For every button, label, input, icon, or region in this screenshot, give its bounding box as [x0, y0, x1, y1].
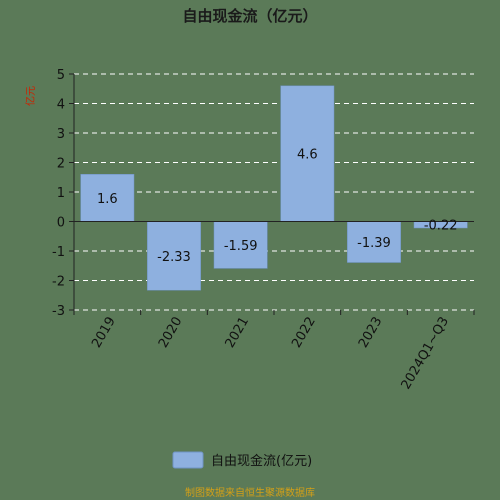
x-tick-label: 2023: [356, 315, 386, 351]
y-tick-label: 2: [57, 157, 65, 172]
bars: [80, 85, 468, 291]
y-tick-label: -2: [52, 275, 65, 290]
data-label: 4.6: [297, 148, 318, 163]
y-tick-label: 5: [57, 68, 65, 83]
data-labels: 1.6 -2.33 -1.59 4.6 -1.39 -0.22: [97, 148, 457, 265]
y-tick-label: 0: [57, 216, 65, 231]
legend-swatch: [172, 451, 204, 469]
data-label: -1.39: [357, 236, 391, 251]
y-tick-label: 4: [57, 98, 65, 113]
data-label: -2.33: [157, 250, 191, 265]
data-label: -1.59: [224, 239, 258, 254]
y-tick-label: -1: [52, 245, 65, 260]
data-label: 1.6: [97, 192, 118, 207]
source-note: 制图数据来自恒生聚源数据库: [185, 486, 315, 499]
bar-2023[interactable]: [347, 221, 401, 263]
y-axis-unit-label: 亿元: [24, 86, 37, 106]
x-tick-label: 2024Q1~Q3: [399, 314, 452, 392]
y-tick-label: -3: [52, 304, 65, 319]
bar-2019[interactable]: [80, 174, 135, 222]
x-tick-label: 2022: [289, 315, 319, 351]
y-tick-label: 1: [57, 186, 65, 201]
x-tick-label: 2021: [223, 315, 253, 351]
data-label: -0.22: [424, 219, 458, 234]
legend[interactable]: 自由现金流(亿元): [172, 451, 312, 469]
x-tick-label: 2020: [156, 315, 186, 351]
x-tick-label: 2019: [89, 315, 119, 351]
bar-2021[interactable]: [213, 221, 268, 269]
chart-title: 自由现金流（亿元）: [182, 7, 317, 25]
legend-label: 自由现金流(亿元): [211, 453, 312, 469]
bar-2020[interactable]: [147, 221, 201, 291]
y-tick-label: 3: [57, 127, 65, 142]
